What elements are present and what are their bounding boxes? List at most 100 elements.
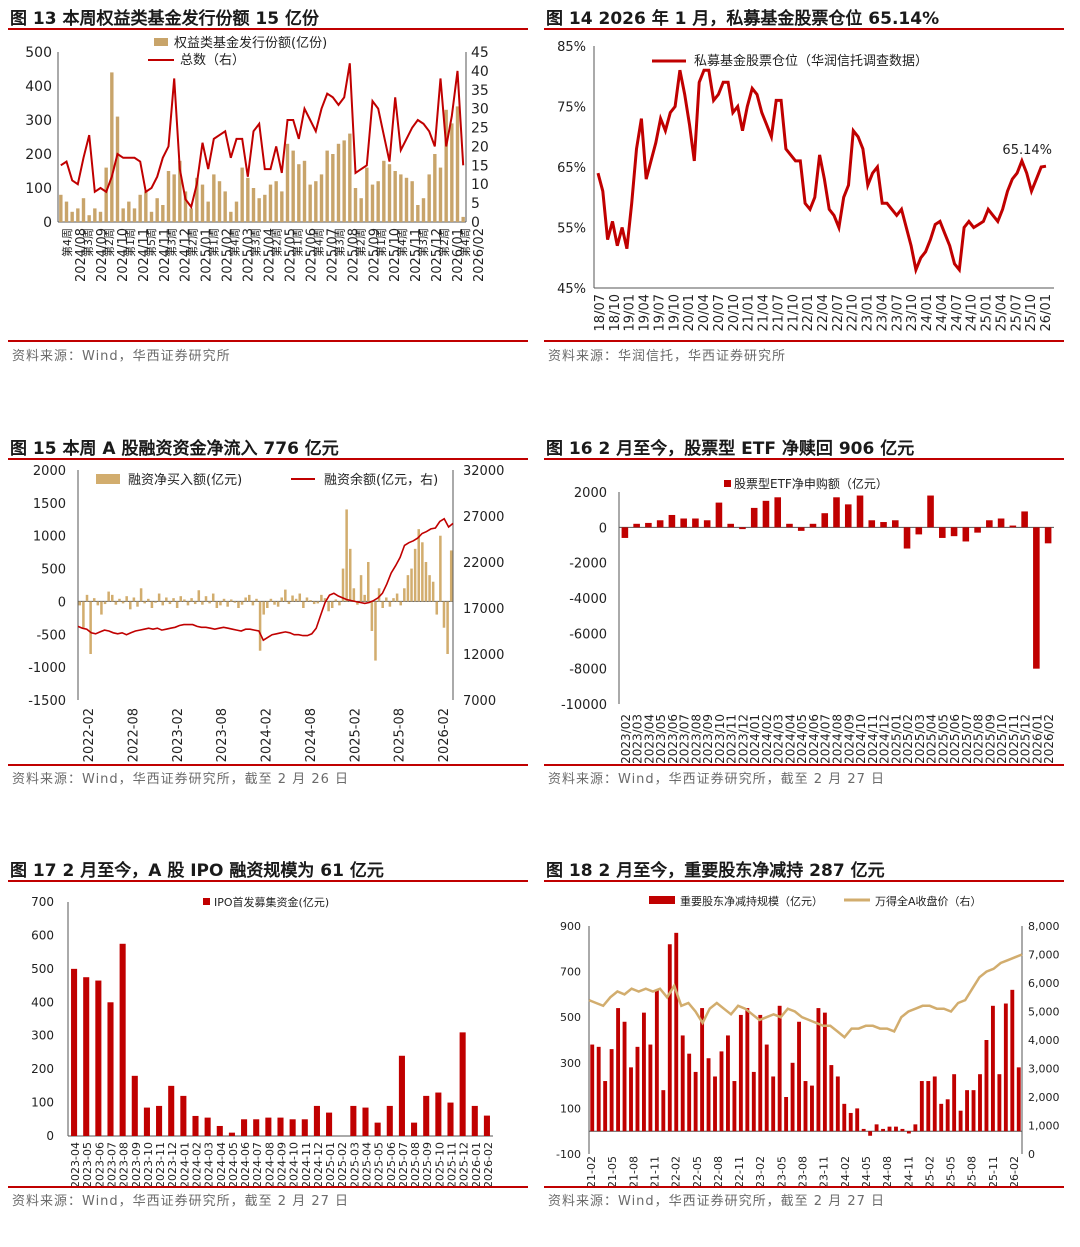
bar-fund-issuance (302, 160, 307, 222)
x-tick-label: 2022-08 (712, 1156, 725, 1186)
x-tick-label: 19/07 (652, 294, 667, 331)
bar-ipo-funding (471, 1105, 478, 1136)
bar-fund-issuance (365, 167, 369, 222)
bar-shareholder-net-reduction (603, 1081, 608, 1132)
bar-net-margin-buy (244, 597, 247, 602)
bar-shareholder-net-reduction (622, 1021, 627, 1132)
bar-net-margin-buy (413, 548, 417, 602)
x-tick-label: 2023-02 (171, 708, 186, 762)
bar-fund-issuance (110, 72, 114, 223)
x-tick-label: 2023-02 (754, 1156, 767, 1186)
bar-fund-issuance (161, 205, 165, 222)
right-tick-label: 2,000 (1028, 1091, 1060, 1104)
x-tick-label: 2025-11 (987, 1156, 1000, 1186)
bar-shareholder-net-reduction (978, 1074, 982, 1132)
bar-etf-net-subscription (762, 500, 770, 528)
right-tick-label: 8,000 (1028, 920, 1060, 933)
left-tick-label: 500 (25, 45, 52, 61)
bar-etf-net-subscription (680, 518, 687, 528)
bar-fund-issuance (280, 191, 284, 222)
x-tick-label: 2023-05 (775, 1156, 788, 1186)
line-total-count (60, 63, 465, 210)
x-tick-label: 2026-01 (470, 1142, 483, 1186)
bar-shareholder-net-reduction (629, 1067, 633, 1132)
bar-fund-issuance (172, 174, 176, 222)
x-tick-label: 2023-10 (142, 1142, 155, 1186)
bar-shareholder-net-reduction (771, 1076, 776, 1132)
bar-etf-net-subscription (962, 527, 970, 542)
panel-margin-financing: 图 15 本周 A 股融资资金净流入 776 亿元 -1500 -1000 -500… (8, 430, 528, 825)
x-tick-label: 2023-09 (130, 1142, 143, 1186)
bar-shareholder-net-reduction (687, 1053, 692, 1132)
bar-net-margin-buy (320, 594, 323, 602)
bar-etf-net-subscription (668, 514, 676, 528)
left-tick-label: -500 (36, 628, 66, 643)
panel-title: 图 18 2 月至今，重要股东净减持 287 亿元 (546, 861, 885, 881)
x-tick-label: 19/10 (667, 294, 682, 331)
x-tick-label-month: 2025/02 (221, 228, 236, 282)
bar-ipo-funding (386, 1105, 393, 1136)
x-tick-label: 23/07 (890, 294, 905, 331)
y-tick-label: 100 (31, 1096, 54, 1110)
bar-shareholder-net-reduction (913, 1124, 918, 1132)
x-tick-label: 18/07 (593, 294, 608, 331)
bar-etf-net-subscription (715, 502, 723, 528)
left-tick-label: 0 (58, 595, 66, 610)
bar-net-margin-buy (237, 601, 240, 608)
bar-etf-net-subscription (703, 520, 711, 528)
bar-net-margin-buy (262, 601, 265, 615)
x-tick-label: 2025/09 (983, 714, 997, 764)
bar-shareholder-net-reduction (926, 1081, 931, 1132)
source-note: 资料来源：华润信托，华西证券研究所 (548, 349, 787, 364)
bar-net-margin-buy (367, 562, 370, 602)
bar-fund-issuance (81, 198, 86, 222)
bar-shareholder-net-reduction (790, 1062, 795, 1132)
right-tick-label: 3,000 (1028, 1063, 1060, 1076)
left-tick-label: 400 (25, 79, 52, 95)
x-tick-label: 2025-04 (361, 1142, 374, 1186)
x-tick-label: 22/07 (831, 294, 846, 331)
line-wind-all-a-close (588, 953, 1023, 1039)
bar-ipo-funding (483, 1115, 490, 1136)
y-tick-label: 2000 (574, 486, 607, 501)
title-divider (544, 28, 1064, 30)
y-tick-label: -6000 (569, 627, 607, 642)
x-tick-label-week: 第3周 (416, 228, 430, 257)
bar-ipo-funding (156, 1105, 163, 1136)
y-tick-label: 500 (31, 962, 54, 976)
x-tick-label: 2025-02 (336, 1142, 349, 1186)
x-tick-label: 25/01 (980, 294, 995, 331)
bar-net-margin-buy (136, 601, 139, 607)
x-tick-label: 21/07 (771, 294, 786, 331)
x-tick-label: 2024-02 (191, 1142, 204, 1186)
bar-fund-issuance (149, 211, 154, 222)
y-tick-label: 0 (599, 521, 607, 536)
x-tick-label: 2024-11 (300, 1142, 313, 1186)
x-tick-label: 2024/09 (842, 714, 856, 764)
x-tick-label: 21/04 (757, 294, 772, 331)
bar-shareholder-net-reduction (1003, 1003, 1008, 1132)
x-tick-label-month: 2024/11 (137, 228, 152, 282)
bar-ipo-funding (204, 1117, 211, 1136)
x-tick-label: 2023/06 (666, 714, 680, 764)
bar-net-margin-buy (428, 575, 431, 602)
bar-fund-issuance (263, 194, 267, 222)
source-note: 资料来源：Wind，华西证券研究所 (12, 349, 231, 364)
x-tick-label-week: 第2周 (102, 228, 116, 257)
x-tick-label: 2026-02 (437, 708, 452, 762)
bar-etf-net-subscription (739, 527, 746, 530)
legend-swatch-bars (96, 474, 120, 484)
x-tick-label: 2023-08 (215, 708, 230, 762)
x-tick-label: 2023-05 (81, 1142, 94, 1186)
right-tick-label: 20 (471, 139, 489, 155)
x-tick-label: 2022-08 (126, 708, 141, 762)
bar-net-margin-buy (92, 598, 96, 602)
x-tick-label: 2025-09 (421, 1142, 434, 1186)
x-tick-label-month: 2024/08 (74, 228, 89, 282)
bar-net-margin-buy (302, 601, 305, 608)
bar-shareholder-net-reduction (726, 1035, 730, 1132)
bar-etf-net-subscription (927, 495, 934, 528)
x-tick-label: 2025-02 (348, 708, 363, 762)
x-tick-label: 2024/02 (760, 714, 774, 764)
bar-net-margin-buy (154, 601, 157, 603)
